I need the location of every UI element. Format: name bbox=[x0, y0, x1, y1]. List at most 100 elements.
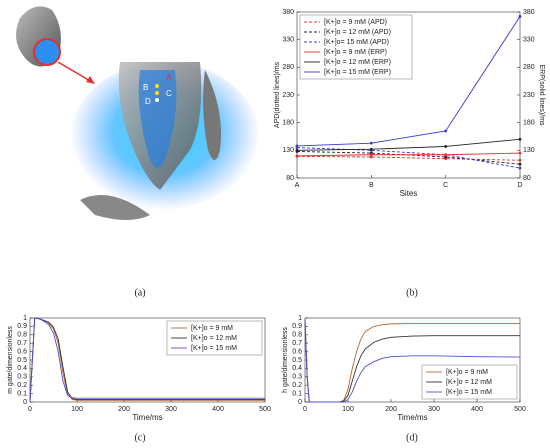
x-tick-label: 0 bbox=[28, 406, 32, 413]
point bbox=[444, 129, 448, 133]
activation bbox=[138, 70, 177, 168]
legend-label: [K+]o = 15 mM bbox=[446, 389, 492, 396]
y-tick-label: 0 bbox=[298, 399, 302, 406]
x-tick-label: B bbox=[369, 182, 374, 189]
y2-tick-label: 80 bbox=[523, 175, 531, 182]
x-tick-label: 200 bbox=[385, 406, 397, 413]
series-line bbox=[296, 155, 521, 161]
y2-tick-label: 230 bbox=[523, 92, 535, 99]
arrow-head bbox=[86, 76, 95, 84]
region-circle bbox=[33, 38, 61, 66]
series-line bbox=[29, 317, 265, 403]
site-label: B bbox=[143, 83, 148, 92]
series-line bbox=[296, 138, 521, 151]
y-axis-label: h gate/dimensionless bbox=[282, 327, 289, 393]
y-tick-label: 0.4 bbox=[292, 365, 302, 372]
site-label: A bbox=[166, 73, 172, 82]
x-tick-label: 400 bbox=[471, 406, 483, 413]
legend-label: [K+]o = 12 mM bbox=[191, 335, 237, 342]
point bbox=[518, 151, 522, 155]
series-line bbox=[304, 319, 521, 403]
point bbox=[518, 137, 522, 141]
series-line bbox=[296, 147, 521, 169]
legend-label: [K+]o= 15 mM (APD) bbox=[324, 39, 389, 46]
point bbox=[295, 148, 299, 152]
point bbox=[369, 141, 373, 145]
site-dot bbox=[155, 84, 159, 88]
x-tick-label: 500 bbox=[514, 406, 526, 413]
y-tick-label: 1 bbox=[298, 315, 302, 322]
y-tick-label: 0.9 bbox=[292, 323, 302, 330]
x-tick-label: 500 bbox=[259, 406, 271, 413]
y-tick-label: 0.6 bbox=[292, 348, 302, 355]
site-dot bbox=[155, 98, 159, 102]
point bbox=[518, 162, 522, 166]
point bbox=[295, 144, 299, 148]
y-tick-label: 0.1 bbox=[17, 390, 27, 397]
legend-label: [K+]o = 9 mM (APD) bbox=[324, 19, 387, 26]
legend-label: [K+]o = 9 mM (ERP) bbox=[324, 49, 387, 56]
y-tick-label: 0.2 bbox=[292, 382, 302, 389]
y-tick-label: 0.5 bbox=[292, 357, 302, 364]
y-tick-label: 0.8 bbox=[17, 332, 27, 339]
x-tick-label: 100 bbox=[342, 406, 354, 413]
site-label: C bbox=[166, 89, 172, 98]
point bbox=[518, 166, 522, 170]
tissue-2 bbox=[80, 195, 150, 220]
y-tick-label: 130 bbox=[282, 147, 294, 154]
site-dot bbox=[155, 91, 159, 95]
x-tick-label: C bbox=[443, 182, 448, 189]
y-axis-label: APD(dotted lines)/ms bbox=[274, 61, 281, 128]
y-tick-label: 0.8 bbox=[292, 332, 302, 339]
legend-label: [K+]o = 9 mM bbox=[446, 369, 488, 376]
point bbox=[518, 158, 522, 162]
caption: (c) bbox=[134, 432, 145, 443]
legend-label: [K+]o = 12 mM bbox=[446, 379, 492, 386]
point bbox=[518, 15, 522, 18]
point bbox=[369, 147, 373, 151]
y-tick-label: 180 bbox=[282, 120, 294, 127]
arrow bbox=[57, 61, 93, 83]
y-tick-label: 330 bbox=[282, 37, 294, 44]
y-tick-label: 0.5 bbox=[17, 357, 27, 364]
x-tick-label: 300 bbox=[165, 406, 177, 413]
caption: (b) bbox=[406, 287, 418, 298]
y-tick-label: 0.2 bbox=[17, 382, 27, 389]
series-line bbox=[296, 152, 521, 157]
x-tick-label: 200 bbox=[118, 406, 130, 413]
point bbox=[444, 153, 448, 157]
tissue bbox=[203, 70, 221, 160]
point bbox=[444, 155, 448, 159]
y-tick-label: 0.7 bbox=[292, 340, 302, 347]
series-line bbox=[296, 16, 521, 147]
y2-tick-label: 280 bbox=[523, 64, 535, 71]
x-axis-label: Time/ms bbox=[397, 413, 427, 422]
y-tick-label: 0.6 bbox=[17, 348, 27, 355]
heart-image: A B C D bbox=[16, 6, 272, 245]
y-tick-label: 230 bbox=[282, 92, 294, 99]
site-label: D bbox=[145, 97, 151, 106]
caption: (d) bbox=[406, 432, 418, 443]
legend-box bbox=[299, 14, 413, 80]
x-tick-label: 0 bbox=[303, 406, 307, 413]
point bbox=[369, 155, 373, 159]
x-axis-label: Time/ms bbox=[132, 413, 162, 422]
y2-tick-label: 380 bbox=[523, 9, 535, 16]
legend-label: [K+]o = 12 mM (ERP) bbox=[324, 59, 391, 66]
x-tick-label: 100 bbox=[71, 406, 83, 413]
y-tick-label: 0.4 bbox=[17, 365, 27, 372]
x-axis-label: Sites bbox=[400, 189, 418, 198]
y-tick-label: 80 bbox=[286, 175, 294, 182]
point bbox=[295, 154, 299, 158]
x-tick-label: 400 bbox=[212, 406, 224, 413]
point bbox=[369, 153, 373, 157]
x-tick-label: 300 bbox=[428, 406, 440, 413]
y-tick-label: 0.1 bbox=[292, 390, 302, 397]
x-tick-label: D bbox=[517, 182, 522, 189]
y-tick-label: 0.7 bbox=[17, 340, 27, 347]
y-tick-label: 380 bbox=[282, 9, 294, 16]
caption: (a) bbox=[134, 287, 145, 298]
y2-tick-label: 330 bbox=[523, 37, 535, 44]
y-tick-label: 1 bbox=[23, 315, 27, 322]
